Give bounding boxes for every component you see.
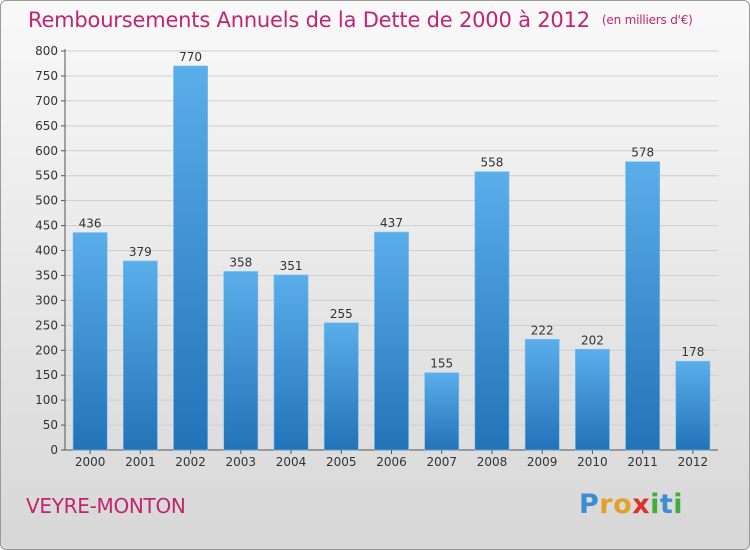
- brand-letter: x: [632, 489, 651, 520]
- bar-2005: [323, 322, 359, 451]
- bar-2012: [675, 360, 711, 451]
- bar-2011: [625, 161, 661, 451]
- y-tick-label: 700: [35, 94, 58, 108]
- y-tick-label: 600: [35, 144, 58, 158]
- data-label: 222: [531, 323, 554, 337]
- y-tick-label: 300: [35, 293, 58, 307]
- chart-title-text: Remboursements Annuels de la Dette de 20…: [28, 8, 590, 32]
- x-tick-label: 2011: [627, 455, 658, 469]
- bar-2002: [173, 65, 208, 451]
- x-tick-label: 2000: [75, 455, 106, 469]
- data-label: 358: [229, 255, 252, 269]
- brand-logo[interactable]: Proxiti: [579, 489, 683, 520]
- data-label: 255: [330, 307, 353, 321]
- data-label: 379: [129, 245, 152, 259]
- bar-2003: [223, 271, 259, 451]
- commune-name: VEYRE-MONTON: [26, 494, 186, 518]
- x-tick-label: 2008: [477, 455, 508, 469]
- bar-2007: [424, 372, 460, 451]
- x-tick-label: 2002: [175, 455, 206, 469]
- data-label: 770: [179, 50, 202, 64]
- data-label: 202: [581, 333, 604, 347]
- x-tick-label: 2001: [125, 455, 156, 469]
- data-label: 578: [631, 146, 654, 160]
- y-tick-label: 200: [35, 343, 58, 357]
- y-tick-label: 450: [35, 219, 58, 233]
- data-label: 558: [481, 156, 504, 170]
- x-tick-label: 2012: [678, 455, 709, 469]
- y-tick-label: 250: [35, 318, 58, 332]
- bar-2006: [374, 231, 409, 451]
- bar-2004: [273, 274, 309, 451]
- x-tick-label: 2010: [577, 455, 608, 469]
- brand-letter: t: [659, 489, 674, 520]
- data-label: 437: [380, 216, 403, 230]
- y-tick-label: 550: [35, 169, 58, 183]
- y-tick-label: 400: [35, 244, 58, 258]
- data-label: 351: [280, 259, 303, 273]
- x-tick-label: 2007: [426, 455, 457, 469]
- bar-layer: [72, 65, 711, 451]
- y-tick-label: 350: [35, 268, 58, 282]
- x-tick-label: 2009: [527, 455, 558, 469]
- bar-2001: [122, 260, 158, 451]
- brand-letter: i: [673, 489, 684, 520]
- y-tick-label: 500: [35, 194, 58, 208]
- data-label: 178: [681, 345, 704, 359]
- x-tick-label: 2004: [276, 455, 307, 469]
- bar-2010: [575, 348, 610, 451]
- brand-letter: i: [650, 489, 660, 520]
- y-tick-label: 50: [43, 418, 58, 432]
- data-label: 436: [79, 217, 102, 231]
- chart-unit-label: (en milliers d'€): [601, 13, 693, 27]
- axis-layer: 0 50 100 150 200 250 300 350 400 450 500 550 600 650 7…: [35, 44, 718, 469]
- y-tick-label: 750: [35, 69, 58, 83]
- chart-title: Remboursements Annuels de la Dette de 20…: [28, 8, 693, 32]
- bar-2009: [524, 338, 560, 451]
- y-tick-label: 150: [35, 368, 58, 382]
- y-tick-label: 100: [35, 393, 58, 407]
- y-tick-label: 650: [35, 119, 58, 133]
- y-tick-label: 0: [50, 443, 58, 457]
- bar-2008: [474, 171, 510, 451]
- brand-letter: o: [613, 489, 633, 520]
- data-label: 155: [430, 357, 453, 371]
- y-tick-label: 800: [35, 44, 58, 58]
- bar-2000: [72, 232, 108, 451]
- x-tick-label: 2003: [226, 455, 257, 469]
- label-layer: 436 379 770 358 351 255 437 155 558 222 202 578 178: [79, 50, 705, 371]
- brand-letter: r: [599, 489, 614, 520]
- brand-letter: P: [579, 489, 600, 520]
- x-tick-label: 2006: [376, 455, 407, 469]
- x-tick-label: 2005: [326, 455, 357, 469]
